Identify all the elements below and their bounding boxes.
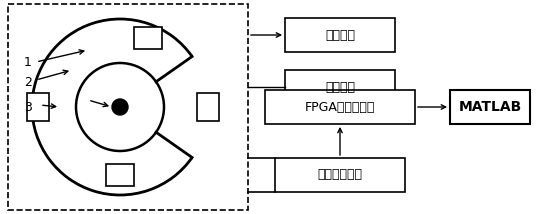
Text: 信号调理电路: 信号调理电路 [317,168,362,181]
Bar [275,158,405,192]
Text: 1: 1 [24,55,32,68]
Text: 电源模块: 电源模块 [325,80,355,94]
Bar [285,18,395,52]
Text: 2: 2 [24,76,32,89]
Text: FPGA信号处理器: FPGA信号处理器 [305,101,375,113]
Bar [134,27,162,49]
Text: MATLAB: MATLAB [458,100,522,114]
Circle shape [112,99,128,115]
Bar [27,93,49,121]
Bar [106,164,134,186]
Text: 3: 3 [24,101,32,113]
Text: 安装底座: 安装底座 [325,28,355,42]
Bar [197,93,219,121]
Bar [265,90,415,124]
Bar [8,4,248,210]
Bar [450,90,530,124]
Bar [285,70,395,104]
